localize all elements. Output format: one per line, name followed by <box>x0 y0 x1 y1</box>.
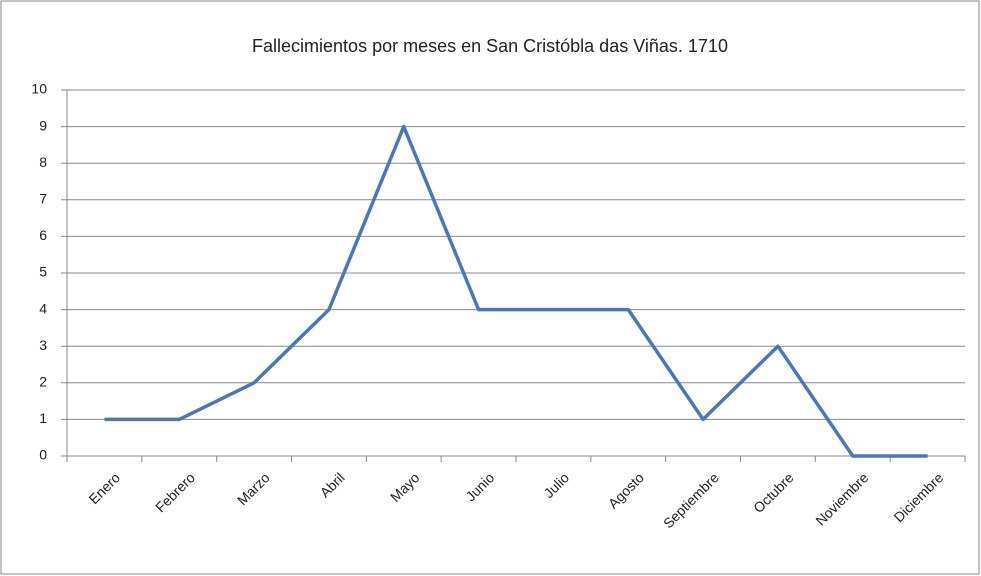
y-tick-label: 8 <box>39 154 47 170</box>
chart-title: Fallecimientos por meses en San Cristóbl… <box>252 36 728 56</box>
data-line <box>104 124 928 458</box>
y-tick-label: 6 <box>39 227 47 243</box>
y-tick-label: 1 <box>39 410 47 426</box>
y-tick-label: 0 <box>39 447 47 463</box>
y-tick-label: 2 <box>39 374 47 390</box>
y-tick-label: 3 <box>39 337 47 353</box>
y-tick-label: 7 <box>39 191 47 207</box>
y-tick-label: 9 <box>39 117 47 133</box>
y-tick-label: 4 <box>39 300 47 316</box>
y-tick-label: 5 <box>39 264 47 280</box>
y-tick-label: 10 <box>31 81 47 97</box>
